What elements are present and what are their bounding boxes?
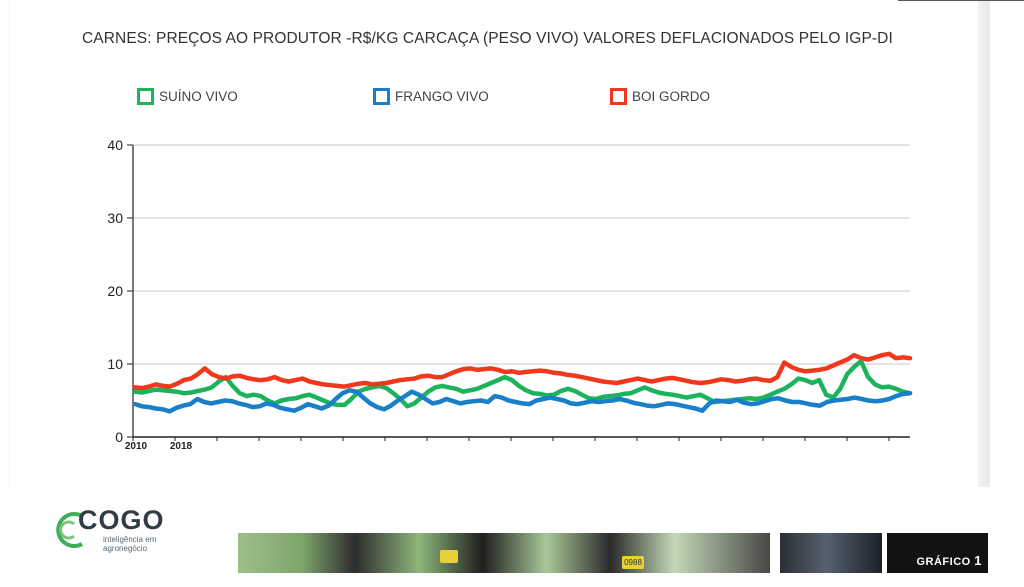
legend-label-boi: BOI GORDO bbox=[632, 89, 711, 104]
logo-wordmark: COGO bbox=[78, 505, 165, 535]
series-line-0 bbox=[132, 358, 913, 409]
cattle-photo-strip-dark bbox=[780, 533, 882, 573]
y-tick-label-30: 30 bbox=[107, 210, 123, 226]
y-tick-label-0: 0 bbox=[115, 429, 123, 445]
y-tick-label-10: 10 bbox=[107, 356, 123, 372]
x-tick-label-2018: 2018 bbox=[170, 441, 193, 452]
x-tick-label-2010: 2010 bbox=[125, 441, 148, 452]
legend-swatch-suino bbox=[137, 88, 154, 105]
chart-badge-text: GRÁFICO bbox=[916, 556, 971, 568]
logo-subtitle: inteligência em agronegócio bbox=[103, 535, 157, 553]
series-line-2 bbox=[132, 351, 913, 391]
cattle-photo-strip bbox=[238, 533, 770, 573]
legend-swatch-frango bbox=[373, 88, 390, 105]
legend-label-suino: SUÍNO VIVO bbox=[159, 89, 238, 104]
line-chart: 0 10 20 30 40 2010 2018 bbox=[107, 137, 913, 452]
ear-tag-number: 0988 bbox=[622, 556, 644, 569]
ear-tag-icon bbox=[440, 550, 458, 563]
top-rule bbox=[898, 0, 1024, 1]
chart-number-badge: GRÁFICO 1 bbox=[887, 533, 988, 573]
chart-badge-number: 1 bbox=[974, 553, 982, 568]
chart-number-label: GRÁFICO 1 bbox=[916, 553, 982, 568]
cogo-logo-icon bbox=[56, 512, 83, 548]
y-tick-label-20: 20 bbox=[107, 283, 123, 299]
page-edge-shadow bbox=[978, 0, 990, 540]
chart-title: CARNES: PREÇOS AO PRODUTOR -R$/KG CARCAÇ… bbox=[82, 30, 893, 47]
legend-label-frango: FRANGO VIVO bbox=[395, 89, 489, 104]
series-line-1 bbox=[132, 388, 913, 414]
legend-item-suino: SUÍNO VIVO bbox=[137, 88, 238, 105]
y-tick-label-40: 40 bbox=[107, 137, 123, 153]
legend-item-frango: FRANGO VIVO bbox=[373, 88, 489, 105]
legend-item-boi: BOI GORDO bbox=[610, 88, 710, 105]
legend-swatch-boi bbox=[610, 88, 627, 105]
